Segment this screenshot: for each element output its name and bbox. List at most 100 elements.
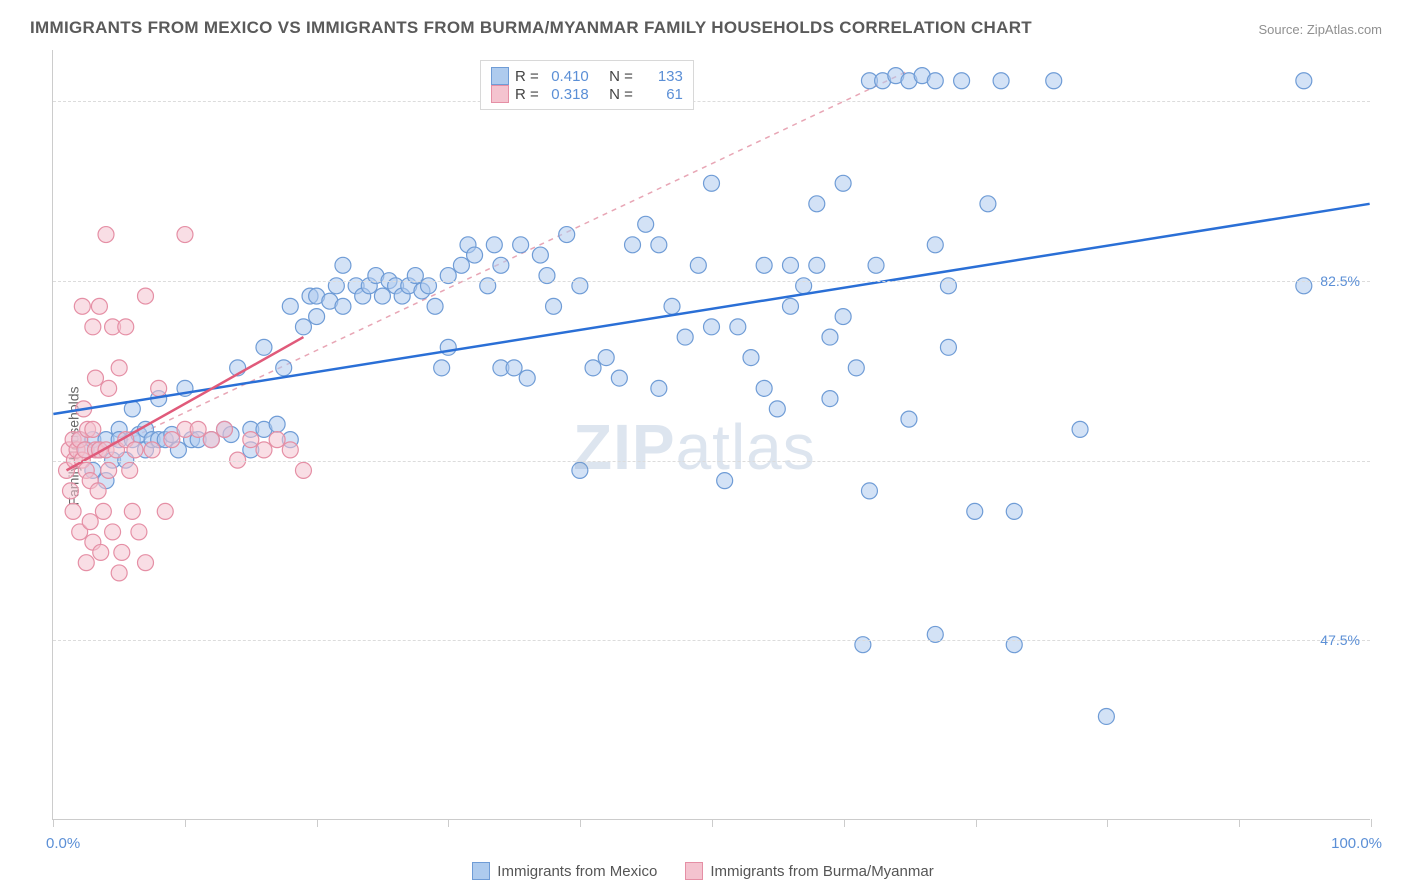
scatter-point: [769, 401, 785, 417]
scatter-point: [743, 350, 759, 366]
scatter-point: [809, 196, 825, 212]
gridline-h: [53, 640, 1370, 641]
scatter-point: [203, 432, 219, 448]
scatter-point: [730, 319, 746, 335]
scatter-point: [295, 462, 311, 478]
n-label: N =: [609, 86, 633, 103]
scatter-point: [98, 227, 114, 243]
scatter-point: [835, 175, 851, 191]
scatter-point: [78, 555, 94, 571]
scatter-point: [309, 309, 325, 325]
scatter-point: [848, 360, 864, 376]
scatter-point: [625, 237, 641, 253]
gridline-h: [53, 101, 1370, 102]
legend-bottom: Immigrants from Mexico Immigrants from Bu…: [0, 862, 1406, 880]
scatter-point: [111, 360, 127, 376]
scatter-point: [1046, 73, 1062, 89]
scatter-point: [335, 298, 351, 314]
scatter-point: [151, 380, 167, 396]
scatter-point: [1006, 503, 1022, 519]
x-axis-min-label: 0.0%: [46, 835, 80, 852]
r-label: R =: [515, 86, 539, 103]
scatter-point: [756, 257, 772, 273]
scatter-point: [1006, 637, 1022, 653]
scatter-point: [111, 565, 127, 581]
x-axis-max-label: 100.0%: [1331, 835, 1382, 852]
scatter-point: [114, 544, 130, 560]
scatter-point: [638, 216, 654, 232]
scatter-point: [704, 319, 720, 335]
x-tick: [976, 819, 977, 827]
scatter-point: [276, 360, 292, 376]
scatter-point: [513, 237, 529, 253]
r-value: 0.410: [545, 68, 589, 85]
scatter-point: [809, 257, 825, 273]
scatter-point: [822, 329, 838, 345]
x-tick: [317, 819, 318, 827]
r-label: R =: [515, 68, 539, 85]
x-tick: [712, 819, 713, 827]
scatter-point: [782, 298, 798, 314]
scatter-point: [855, 637, 871, 653]
scatter-point: [282, 442, 298, 458]
legend-item: Immigrants from Mexico: [472, 862, 657, 880]
scatter-point: [74, 298, 90, 314]
chart-container: IMMIGRANTS FROM MEXICO VS IMMIGRANTS FRO…: [0, 0, 1406, 892]
scatter-point: [967, 503, 983, 519]
y-tick-label: 47.5%: [1320, 632, 1360, 648]
scatter-point: [822, 391, 838, 407]
scatter-point: [585, 360, 601, 376]
scatter-point: [243, 432, 259, 448]
scatter-point: [101, 380, 117, 396]
gridline-h: [53, 281, 1370, 282]
scatter-point: [138, 288, 154, 304]
scatter-point: [927, 73, 943, 89]
scatter-point: [91, 298, 107, 314]
scatter-point: [559, 227, 575, 243]
chart-title: IMMIGRANTS FROM MEXICO VS IMMIGRANTS FRO…: [30, 18, 1032, 38]
scatter-point: [782, 257, 798, 273]
scatter-point: [62, 483, 78, 499]
scatter-point: [269, 432, 285, 448]
scatter-point: [704, 175, 720, 191]
scatter-point: [861, 483, 877, 499]
scatter-point: [335, 257, 351, 273]
scatter-point: [598, 350, 614, 366]
legend-swatch: [491, 85, 509, 103]
scatter-point: [1072, 421, 1088, 437]
legend-item: Immigrants from Burma/Myanmar: [685, 862, 933, 880]
x-tick: [53, 819, 54, 827]
n-label: N =: [609, 68, 633, 85]
x-tick: [1107, 819, 1108, 827]
scatter-point: [131, 524, 147, 540]
scatter-point: [940, 339, 956, 355]
scatter-point: [90, 483, 106, 499]
scatter-point: [453, 257, 469, 273]
stats-legend-row: R = 0.318 N = 61: [491, 85, 683, 103]
scatter-point: [256, 442, 272, 458]
x-tick: [1371, 819, 1372, 827]
scatter-point: [927, 237, 943, 253]
x-tick: [580, 819, 581, 827]
scatter-point: [486, 237, 502, 253]
scatter-point: [101, 462, 117, 478]
stats-legend-box: R = 0.410 N = 133 R = 0.318 N = 61: [480, 60, 694, 110]
scatter-point: [82, 514, 98, 530]
r-value: 0.318: [545, 86, 589, 103]
scatter-point: [868, 257, 884, 273]
scatter-point: [138, 555, 154, 571]
plot-area: ZIPatlas 47.5%82.5%: [52, 50, 1370, 820]
scatter-point: [756, 380, 772, 396]
n-value: 61: [639, 86, 683, 103]
scatter-point: [434, 360, 450, 376]
x-tick: [185, 819, 186, 827]
legend-swatch: [472, 862, 490, 880]
scatter-point: [717, 473, 733, 489]
plot-svg: [53, 50, 1370, 819]
scatter-point: [118, 319, 134, 335]
scatter-point: [532, 247, 548, 263]
scatter-point: [216, 421, 232, 437]
scatter-point: [127, 442, 143, 458]
scatter-point: [374, 288, 390, 304]
scatter-point: [282, 298, 298, 314]
